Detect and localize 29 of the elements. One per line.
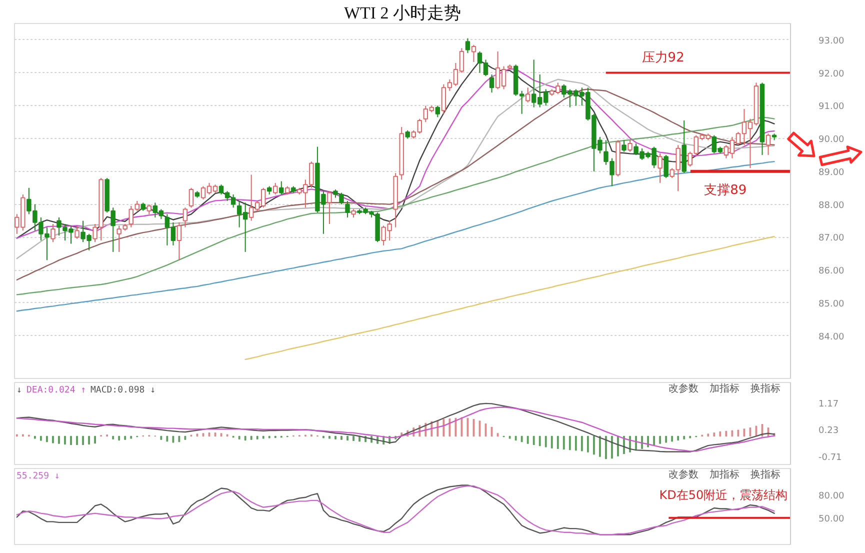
- y-tick-label: 89.00: [818, 168, 845, 178]
- y-tick-label: 50.00: [818, 514, 845, 524]
- annotation: 加指标: [710, 382, 740, 394]
- annotation: MACD:0.098 ↓: [90, 386, 156, 396]
- ref-line-label: 压力92: [642, 50, 684, 66]
- chart-title: WTI 2 小时走势: [344, 4, 462, 22]
- annotation: 换指标: [750, 382, 780, 394]
- y-tick-label: 87.00: [818, 234, 845, 244]
- y-tick-label: 86.00: [818, 266, 845, 277]
- y-tick-label: 85.00: [818, 299, 845, 310]
- annotation: 55.259 ↓: [16, 472, 60, 482]
- y-tick-label: 80.00: [818, 492, 845, 502]
- y-tick-label: 1.17: [818, 400, 839, 410]
- y-tick-label: -0.71: [818, 452, 842, 463]
- y-tick-label: 88.00: [818, 200, 845, 211]
- ref-line-label: 支撑89: [704, 183, 747, 198]
- annotation: 改参数: [668, 382, 698, 394]
- annotation: ↓: [16, 386, 22, 396]
- y-tick-label: 84.00: [818, 332, 845, 342]
- annotation: 加指标: [710, 468, 740, 480]
- y-tick-label: 91.00: [818, 102, 845, 112]
- y-tick-label: 90.00: [818, 135, 845, 146]
- ref-line-label: KD在50附近，震荡结构: [659, 488, 788, 502]
- y-tick-label: 0.23: [818, 426, 839, 436]
- y-tick-label: 93.00: [818, 36, 845, 46]
- annotation: DEA:0.024 ↑: [26, 386, 86, 396]
- annotation: 改参数: [668, 468, 698, 480]
- annotation: 换指标: [750, 468, 780, 480]
- y-tick-label: 92.00: [818, 69, 845, 80]
